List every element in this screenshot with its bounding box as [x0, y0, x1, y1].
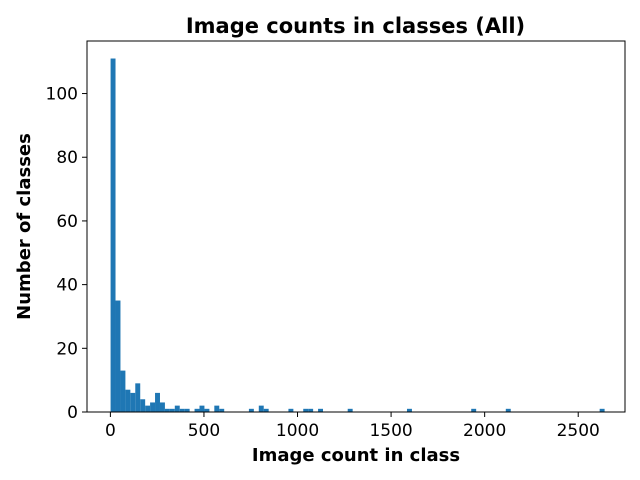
histogram-bar	[155, 392, 160, 412]
histogram-bar	[248, 408, 254, 412]
y-tick-label: 40	[56, 276, 78, 296]
histogram-bar	[120, 370, 126, 412]
x-tick-label: 0	[105, 421, 116, 441]
histogram-bar	[135, 383, 141, 412]
histogram-bar	[303, 408, 309, 412]
histogram-bar	[258, 405, 264, 412]
bars-layer	[110, 58, 605, 413]
y-tick-label: 80	[56, 148, 78, 168]
histogram-bar	[140, 399, 146, 412]
y-tick-label: 100	[46, 85, 78, 105]
histogram-bar	[288, 408, 294, 412]
histogram-bar	[599, 408, 605, 412]
ticks-layer: 0 500 1000 1500 2000 2500 0 20 40 60 80 100	[46, 85, 600, 441]
histogram-bar	[505, 408, 511, 412]
y-axis-label: Number of classes	[14, 133, 35, 320]
histogram-bar	[347, 408, 353, 412]
histogram-bar	[318, 408, 324, 412]
x-tick-label: 500	[188, 421, 220, 441]
histogram-bar	[214, 405, 220, 412]
x-tick-label: 1000	[276, 421, 319, 441]
histogram-bar	[115, 300, 121, 412]
x-tick-label: 2000	[463, 421, 506, 441]
histogram-bar	[219, 408, 225, 412]
chart-title: Image counts in classes (All)	[186, 14, 525, 38]
y-tick-label: 0	[67, 403, 78, 423]
histogram-bar	[308, 408, 314, 412]
x-tick-label: 2500	[557, 421, 600, 441]
histogram-bar	[199, 405, 205, 412]
histogram-bar	[179, 408, 185, 412]
histogram-bar	[159, 402, 165, 412]
histogram-bar	[471, 408, 477, 412]
plot-frame	[86, 40, 626, 413]
histogram-bar	[194, 408, 200, 412]
histogram-bar	[110, 58, 116, 413]
histogram-bar	[406, 408, 412, 412]
y-tick-label: 60	[56, 212, 78, 232]
histogram-bar	[263, 408, 269, 412]
y-tick-label: 20	[56, 339, 78, 359]
histogram-bar	[130, 392, 136, 412]
histogram-bar	[204, 408, 210, 412]
x-axis-label: Image count in class	[252, 445, 460, 466]
histogram-bar	[125, 389, 131, 412]
histogram-bar	[184, 408, 190, 412]
histogram-bar	[169, 408, 175, 412]
histogram-bar	[150, 402, 156, 412]
histogram-bar	[174, 405, 180, 412]
x-tick-label: 1500	[369, 421, 412, 441]
histogram-bar	[145, 405, 151, 412]
histogram-bar	[164, 408, 170, 412]
